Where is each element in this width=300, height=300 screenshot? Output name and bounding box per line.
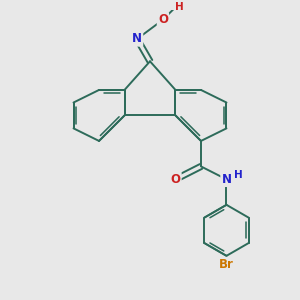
Text: N: N	[132, 32, 142, 46]
Text: H: H	[176, 2, 184, 12]
Text: O: O	[170, 173, 181, 186]
Text: Br: Br	[219, 258, 234, 271]
Text: H: H	[234, 170, 243, 180]
Text: O: O	[158, 13, 168, 26]
Text: N: N	[221, 173, 232, 186]
